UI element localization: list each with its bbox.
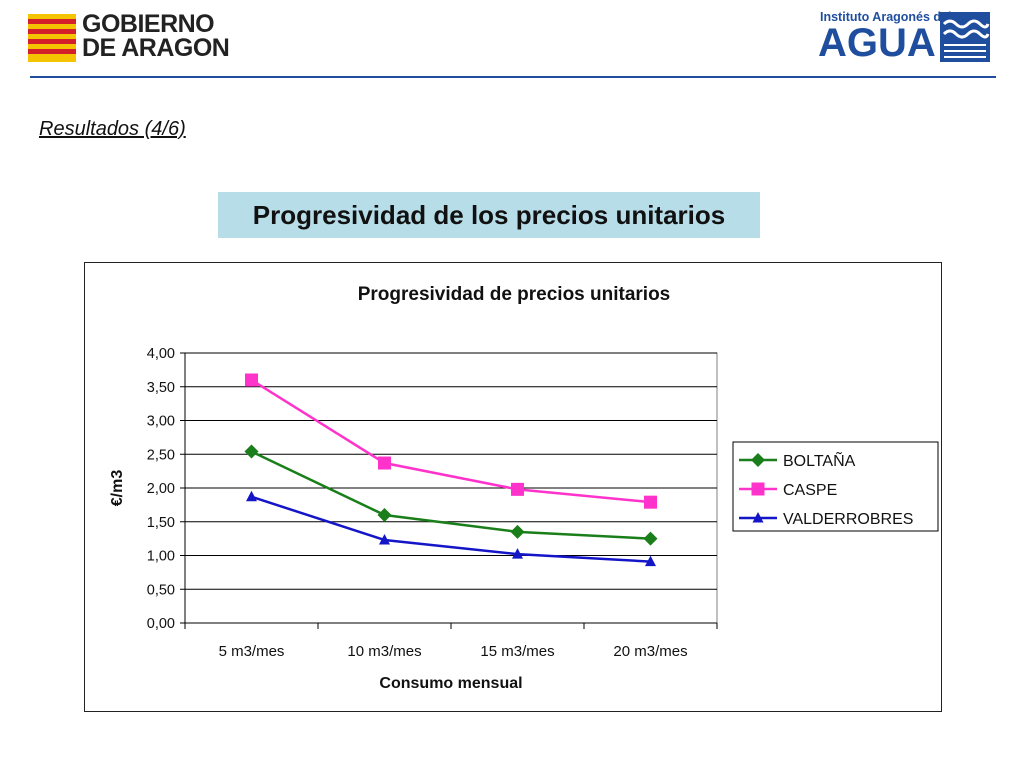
slide-title: Progresividad de los precios unitarios <box>218 192 760 238</box>
x-tick-label: 10 m3/mes <box>347 643 421 660</box>
y-tick-label: 3,50 <box>147 380 175 396</box>
y-tick-label: 0,50 <box>147 582 175 598</box>
x-tick-label: 20 m3/mes <box>613 643 687 660</box>
data-point-boltana <box>377 508 392 522</box>
y-tick-label: 2,50 <box>147 447 175 463</box>
data-point-boltana <box>510 524 525 539</box>
gobierno-aragon-logo: GOBIERNO DE ARAGON <box>28 12 240 64</box>
legend-marker-boltana <box>751 453 765 467</box>
y-tick-label: 3,00 <box>147 414 175 430</box>
legend-label-valderrobres: VALDERROBRES <box>783 511 913 528</box>
x-tick-label: 15 m3/mes <box>480 643 554 660</box>
data-point-valderrobres <box>379 533 390 545</box>
y-tick-label: 4,00 <box>147 346 175 362</box>
y-tick-label: 1,00 <box>147 549 175 565</box>
aragon-flag-icon <box>28 14 76 62</box>
logo-right-big: AGUA <box>818 21 936 65</box>
data-point-caspe <box>378 456 391 470</box>
series-line-boltana <box>250 450 651 540</box>
section-link[interactable]: Resultados (4/6) <box>39 118 186 140</box>
data-point-valderrobres <box>645 555 656 567</box>
chart-title: Progresividad de precios unitarios <box>358 284 671 305</box>
x-tick-label: 5 m3/mes <box>219 643 285 660</box>
series-line-valderrobres <box>251 495 651 563</box>
instituto-aragones-agua-logo: Instituto Aragonés del AGUA <box>818 10 993 66</box>
data-point-boltana <box>244 444 259 459</box>
y-tick-label: 2,00 <box>147 481 175 497</box>
y-tick-label: 0,00 <box>147 616 175 632</box>
data-point-valderrobres <box>512 548 523 559</box>
legend-box <box>732 441 939 532</box>
data-point-caspe <box>644 495 657 509</box>
data-point-caspe <box>511 482 524 496</box>
x-axis-title: Consumo mensual <box>379 675 522 692</box>
legend-label-boltana: BOLTAÑA <box>783 450 856 470</box>
data-point-caspe <box>245 373 258 387</box>
data-point-boltana <box>643 531 658 546</box>
legend-marker-caspe <box>751 482 765 496</box>
series-line-caspe <box>250 378 651 504</box>
water-waves-icon <box>940 12 990 62</box>
line-chart: Progresividad de precios unitarios 0,00 0,… <box>109 284 939 692</box>
chart-frame: Progresividad de precios unitarios 0,00 0,… <box>84 262 942 712</box>
logo-left-text: GOBIERNO DE ARAGON <box>82 10 230 62</box>
logo-right-small: Instituto Aragonés del <box>820 10 952 24</box>
legend-marker-valderrobres <box>752 512 764 523</box>
y-axis-title: €/m3 <box>109 470 126 507</box>
header-divider <box>30 76 996 78</box>
y-tick-label: 1,50 <box>147 515 175 531</box>
data-point-valderrobres <box>246 490 257 502</box>
legend-label-caspe: CASPE <box>783 482 837 499</box>
